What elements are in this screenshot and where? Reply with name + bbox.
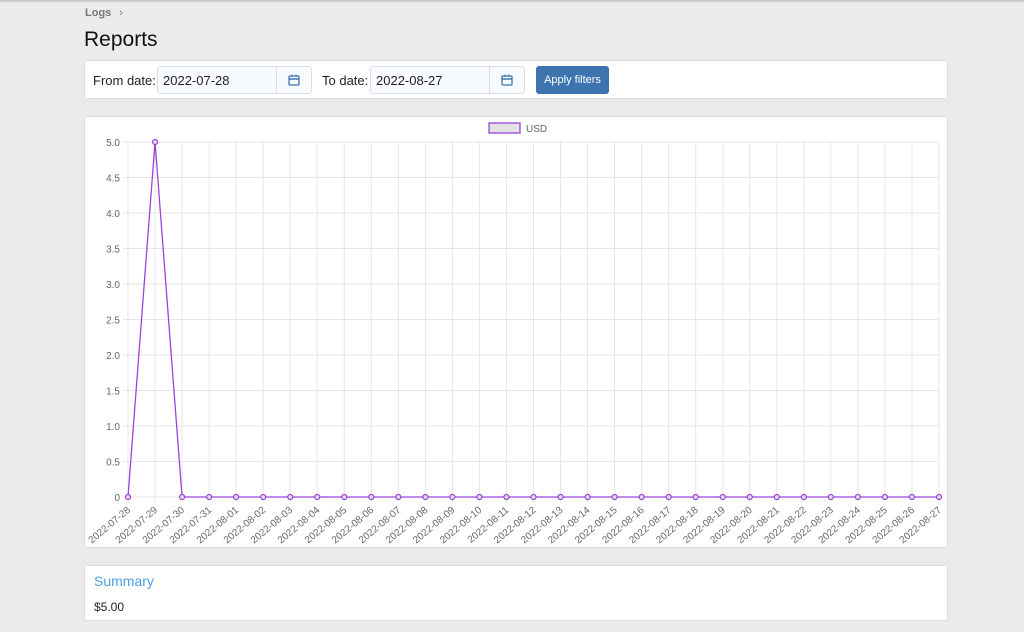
y-tick-label: 4.0 bbox=[106, 209, 120, 220]
usd-data-point bbox=[178, 493, 186, 501]
y-tick-label: 0.5 bbox=[106, 458, 120, 469]
to-date-input[interactable]: 2022-08-27 bbox=[370, 66, 525, 94]
breadcrumb-separator: › bbox=[119, 7, 123, 19]
usd-data-point bbox=[368, 493, 375, 501]
usd-data-point bbox=[314, 493, 321, 501]
usd-data-point bbox=[719, 493, 726, 501]
top-shadow bbox=[0, 0, 1024, 3]
from-date-input[interactable]: 2022-07-28 bbox=[157, 66, 312, 94]
usd-data-point bbox=[476, 493, 483, 501]
usd-data-point bbox=[908, 493, 916, 501]
usd-data-point bbox=[746, 493, 753, 501]
usd-data-point bbox=[638, 493, 645, 501]
legend-swatch-usd bbox=[488, 122, 521, 134]
usd-data-point bbox=[260, 493, 267, 501]
y-tick-label: 3.0 bbox=[106, 280, 120, 291]
filters-card: From date: 2022-07-28 To date: 2022-08-2… bbox=[84, 60, 948, 99]
usd-data-point bbox=[530, 493, 537, 501]
to-date-label: To date: bbox=[322, 73, 369, 88]
chart-card: 0 0.5 1.0 1.5 2.0 2.5 3.0 3.5 4.0 4.5 5.0 2022-07-2… bbox=[84, 116, 948, 548]
from-date-label: From date: bbox=[93, 73, 156, 88]
usd-data-point bbox=[935, 493, 943, 501]
usd-data-point bbox=[611, 493, 618, 501]
usd-data-point bbox=[827, 493, 834, 501]
usd-data-point bbox=[557, 493, 564, 501]
apply-filters-button[interactable]: Apply filters bbox=[536, 66, 609, 94]
y-tick-label: 0 bbox=[114, 493, 120, 504]
y-tick-label: 1.0 bbox=[106, 422, 120, 433]
usd-data-point bbox=[205, 493, 213, 501]
usd-data-point bbox=[287, 493, 294, 501]
usd-data-point bbox=[854, 493, 862, 501]
to-date-value: 2022-08-27 bbox=[376, 73, 443, 88]
summary-value: $5.00 bbox=[94, 600, 125, 614]
breadcrumb-logs[interactable]: Logs bbox=[85, 7, 112, 19]
y-tick-label: 3.5 bbox=[106, 245, 120, 256]
y-tick-label: 4.5 bbox=[106, 174, 120, 185]
breadcrumb: Logs › bbox=[85, 7, 123, 19]
usd-data-point bbox=[233, 493, 240, 501]
usd-line-chart: 00.51.01.52.02.53.03.54.04.55.02022-07-2… bbox=[87, 122, 944, 546]
usd-data-point bbox=[800, 493, 807, 501]
usd-data-point bbox=[773, 493, 780, 501]
calendar-icon[interactable] bbox=[489, 67, 524, 93]
y-tick-label: 1.5 bbox=[106, 387, 120, 398]
y-tick-label: 2.0 bbox=[106, 351, 120, 362]
usd-data-point bbox=[151, 138, 159, 146]
usd-data-point bbox=[584, 493, 591, 501]
legend-label-usd: USD bbox=[526, 124, 547, 135]
page-title: Reports bbox=[84, 28, 158, 51]
usd-data-point bbox=[503, 493, 510, 501]
calendar-icon[interactable] bbox=[276, 67, 311, 93]
y-tick-label: 5.0 bbox=[106, 138, 120, 149]
usd-data-point bbox=[124, 493, 132, 501]
usd-data-point bbox=[665, 493, 672, 501]
usd-data-point bbox=[449, 493, 456, 501]
y-tick-label: 2.5 bbox=[106, 316, 120, 327]
usd-data-point bbox=[341, 493, 348, 501]
usd-data-point bbox=[692, 493, 699, 501]
from-date-value: 2022-07-28 bbox=[163, 73, 230, 88]
summary-title: Summary bbox=[94, 573, 154, 589]
usd-data-point bbox=[881, 493, 889, 501]
usd-data-point bbox=[422, 493, 429, 501]
summary-card: Summary $5.00 bbox=[84, 565, 948, 621]
usd-data-point bbox=[395, 493, 402, 501]
